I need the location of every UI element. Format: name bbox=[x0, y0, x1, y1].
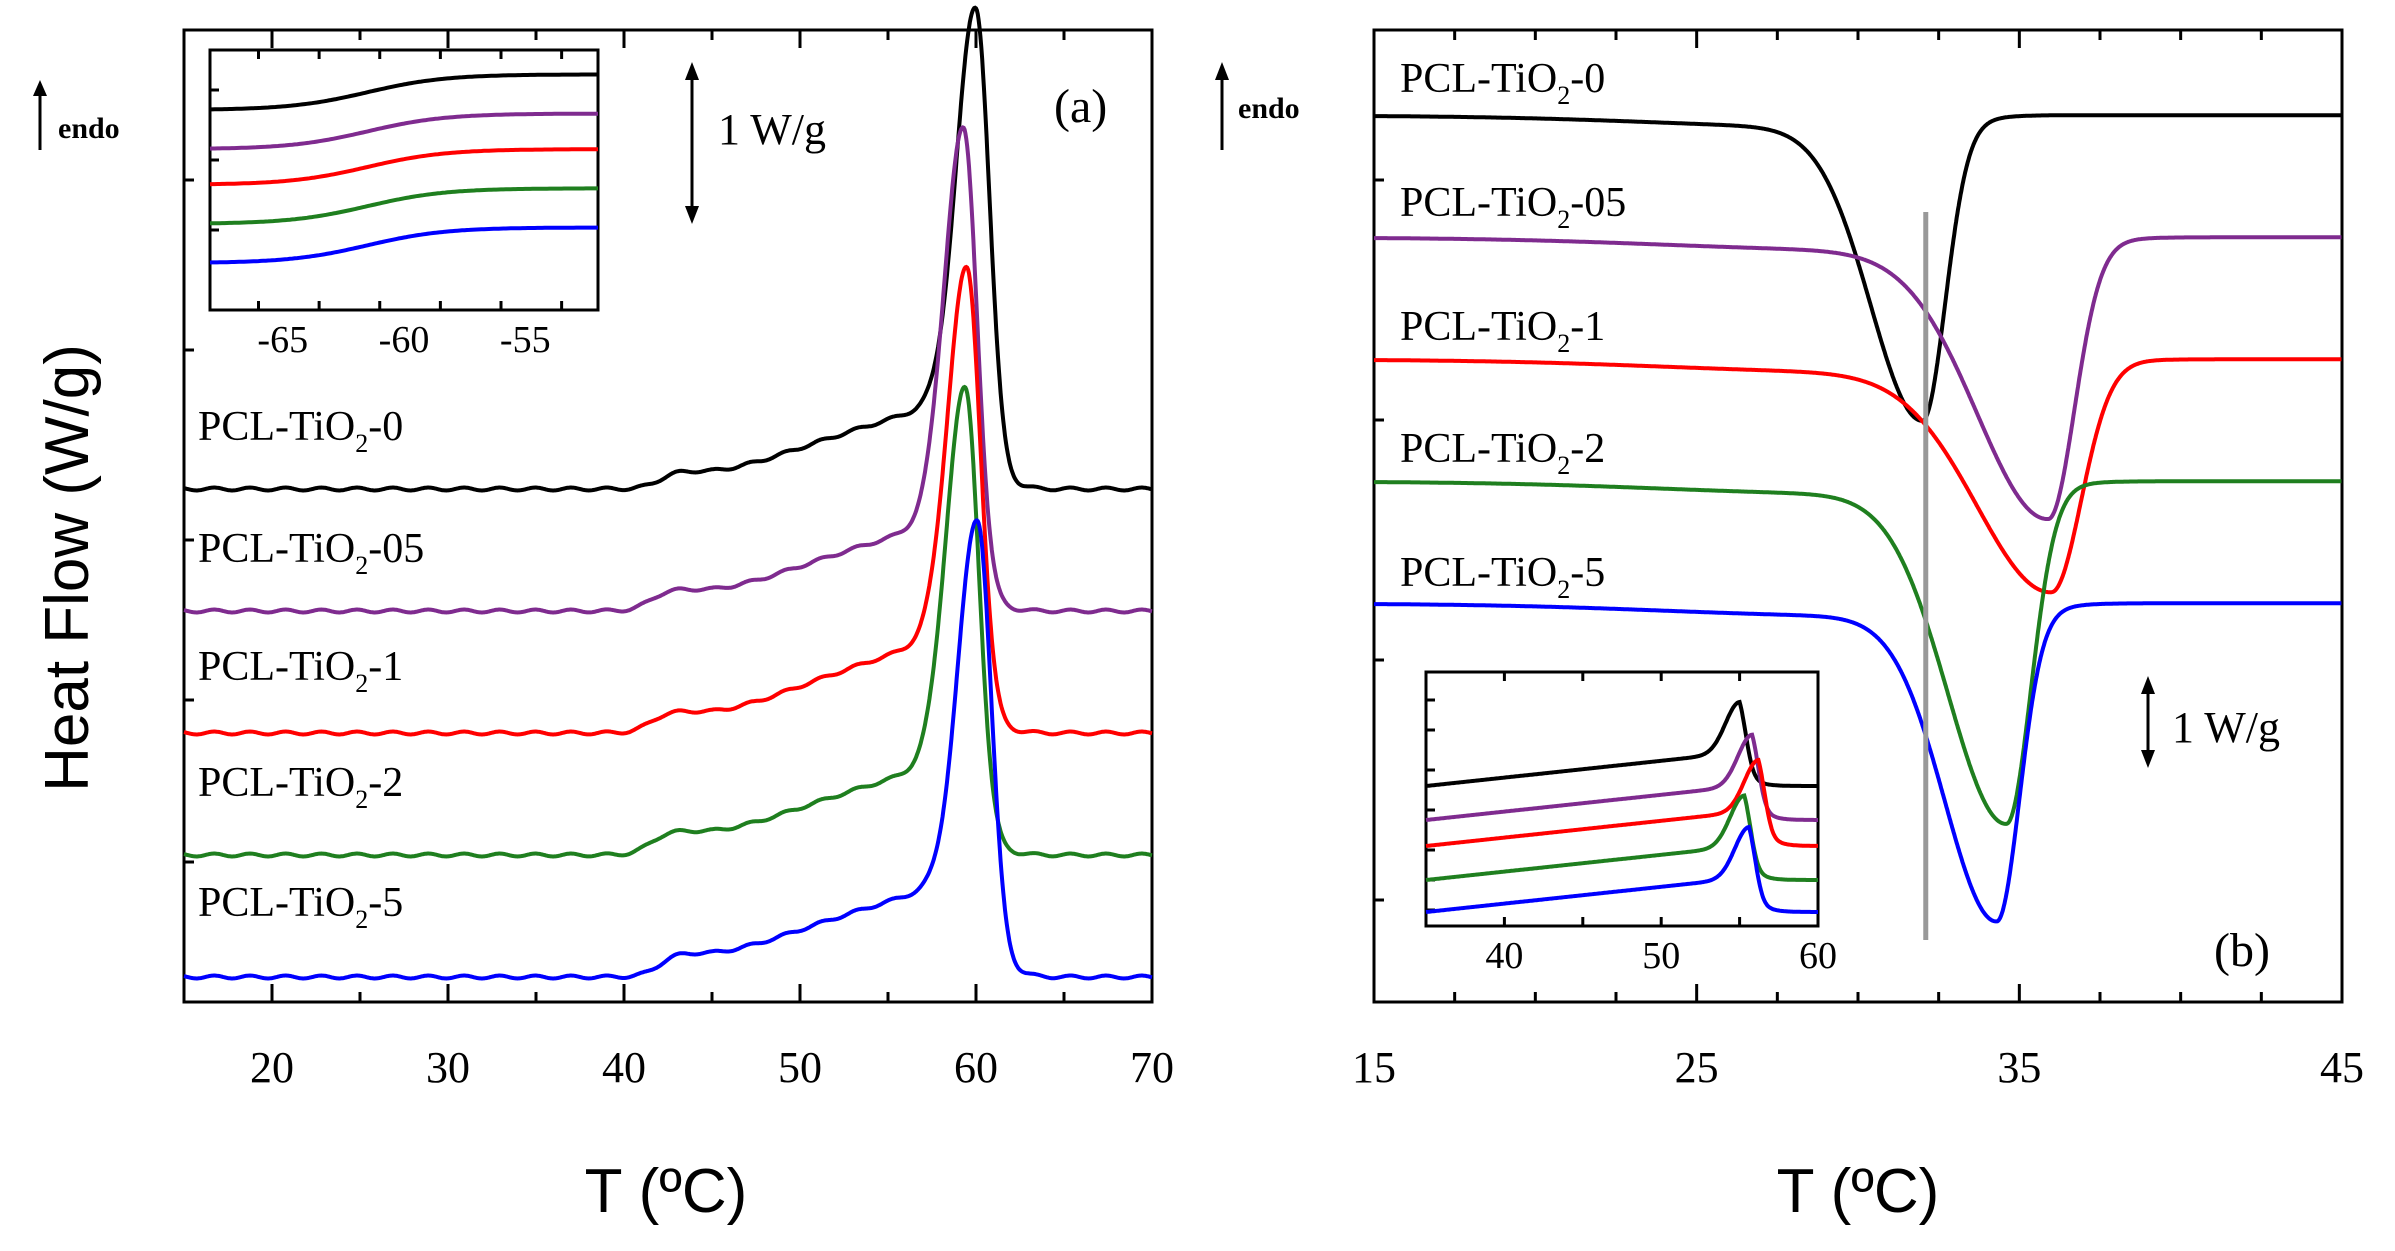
endo-label: endo bbox=[1238, 92, 1300, 125]
series-label: PCL-TiO2-0 bbox=[198, 404, 403, 458]
inset-series-line-PCL-TiO2-2 bbox=[210, 186, 598, 226]
down-arrow-icon bbox=[2141, 750, 2155, 768]
series-label: PCL-TiO2-1 bbox=[1400, 304, 1605, 358]
inset-series-line-PCL-TiO2-5 bbox=[1425, 824, 1818, 914]
panel-a-x-axis-label: T (ºC) bbox=[585, 1157, 748, 1226]
x-tick-label: 40 bbox=[602, 1043, 646, 1092]
x-tick-label: 70 bbox=[1130, 1043, 1174, 1092]
up-arrow-icon bbox=[1215, 62, 1229, 80]
x-tick-label: 20 bbox=[250, 1043, 294, 1092]
inset-x-tick-label: -55 bbox=[500, 319, 551, 361]
panel-b-label: (b) bbox=[2214, 924, 2270, 977]
panel-a-inset-ticks: -65 -60 -55 bbox=[210, 50, 564, 361]
series-line-PCL-TiO2-05 bbox=[1374, 235, 2342, 521]
panel-b-scale-bar: 1 W/g bbox=[2141, 676, 2280, 768]
up-arrow-icon bbox=[33, 80, 47, 96]
panel-b-x-ticks: 15 25 35 45 bbox=[1352, 30, 2364, 1092]
x-tick-label: 30 bbox=[426, 1043, 470, 1092]
series-line-PCL-TiO2-5 bbox=[183, 518, 1153, 981]
y-axis-label: Heat Flow (W/g) bbox=[33, 344, 102, 792]
x-tick-label: 25 bbox=[1675, 1043, 1719, 1092]
panel-a-scale-bar: 1 W/g bbox=[685, 62, 826, 224]
panel-b-inset-ticks: 40 50 60 bbox=[1424, 672, 1837, 977]
panel-a-inset-series bbox=[209, 72, 598, 265]
inset-series-line-PCL-TiO2-05 bbox=[209, 111, 598, 151]
inset-series-line-PCL-TiO2-0 bbox=[210, 72, 598, 112]
series-label: PCL-TiO2-5 bbox=[198, 880, 403, 934]
series-label: PCL-TiO2-0 bbox=[1400, 56, 1605, 110]
series-line-PCL-TiO2-05 bbox=[183, 125, 1153, 615]
up-arrow-icon bbox=[2141, 676, 2155, 694]
panel-a-x-ticks: 20 30 40 50 60 70 bbox=[182, 30, 1174, 1092]
series-label: PCL-TiO2-5 bbox=[1400, 550, 1605, 604]
series-label: PCL-TiO2-05 bbox=[1400, 180, 1626, 234]
inset-series-line-PCL-TiO2-1 bbox=[1425, 757, 1818, 848]
inset-series-line-PCL-TiO2-05 bbox=[1425, 732, 1818, 822]
panel-b-inset: 40 50 60 bbox=[1424, 670, 1837, 977]
series-line-PCL-TiO2-2 bbox=[183, 384, 1153, 859]
inset-x-tick-label: 50 bbox=[1642, 935, 1680, 977]
series-line-PCL-TiO2-1 bbox=[1374, 357, 2342, 595]
series-line-PCL-TiO2-5 bbox=[1374, 601, 2342, 924]
inset-x-tick-label: -65 bbox=[257, 319, 308, 361]
x-tick-label: 35 bbox=[1997, 1043, 2041, 1092]
scale-bar-label: 1 W/g bbox=[718, 105, 826, 154]
inset-series-line-PCL-TiO2-0 bbox=[1425, 699, 1818, 788]
panel-b-series bbox=[1374, 113, 2342, 924]
panel-b-series-labels: PCL-TiO2-0 PCL-TiO2-05 PCL-TiO2-1 PCL-TiO2-… bbox=[1400, 56, 1626, 604]
panel-b-inset-series bbox=[1425, 699, 1818, 914]
panel-a-series bbox=[183, 5, 1153, 981]
panel-b-x-axis-label: T (ºC) bbox=[1777, 1157, 1940, 1226]
panel-a-frame bbox=[182, 28, 1154, 1004]
panel-a-label: (a) bbox=[1054, 80, 1107, 133]
series-line-PCL-TiO2-2 bbox=[1374, 479, 2342, 826]
panel-a-inset: -65 -60 -55 bbox=[208, 48, 600, 361]
up-arrow-icon bbox=[685, 62, 699, 80]
series-line-PCL-TiO2-0 bbox=[1374, 113, 2342, 423]
inset-x-tick-label: -60 bbox=[379, 319, 430, 361]
panel-a: 20 30 40 50 60 70 endo 1 W/g (a) PCL-TiO2-0PC… bbox=[33, 5, 1174, 1226]
inset-series-line-PCL-TiO2-1 bbox=[209, 147, 598, 187]
x-tick-label: 45 bbox=[2320, 1043, 2364, 1092]
series-label: PCL-TiO2-2 bbox=[198, 760, 403, 814]
panel-a-series-labels: PCL-TiO2-0 PCL-TiO2-05 PCL-TiO2-1 PCL-TiO2-… bbox=[198, 404, 424, 934]
x-tick-label: 15 bbox=[1352, 1043, 1396, 1092]
series-line-PCL-TiO2-0 bbox=[183, 5, 1153, 493]
endo-label: endo bbox=[58, 112, 120, 145]
inset-series-line-PCL-TiO2-5 bbox=[209, 225, 598, 265]
panel-b-endo-indicator: endo bbox=[1215, 62, 1300, 150]
series-label: PCL-TiO2-05 bbox=[198, 526, 424, 580]
inset-x-tick-label: 40 bbox=[1485, 935, 1523, 977]
panel-a-endo-indicator: endo bbox=[33, 80, 120, 150]
scale-bar-label: 1 W/g bbox=[2172, 703, 2280, 752]
series-label: PCL-TiO2-2 bbox=[1400, 426, 1605, 480]
series-line-PCL-TiO2-1 bbox=[183, 264, 1153, 737]
x-tick-label: 60 bbox=[954, 1043, 998, 1092]
panel-a-inset-frame bbox=[208, 48, 600, 312]
series-label: PCL-TiO2-1 bbox=[198, 644, 403, 698]
panel-b: 15 25 35 45 endo 1 W/g (b) PCL-TiO2-0PCL-Ti… bbox=[1215, 28, 2364, 1226]
inset-x-tick-label: 60 bbox=[1799, 935, 1837, 977]
x-tick-label: 50 bbox=[778, 1043, 822, 1092]
down-arrow-icon bbox=[685, 206, 699, 224]
